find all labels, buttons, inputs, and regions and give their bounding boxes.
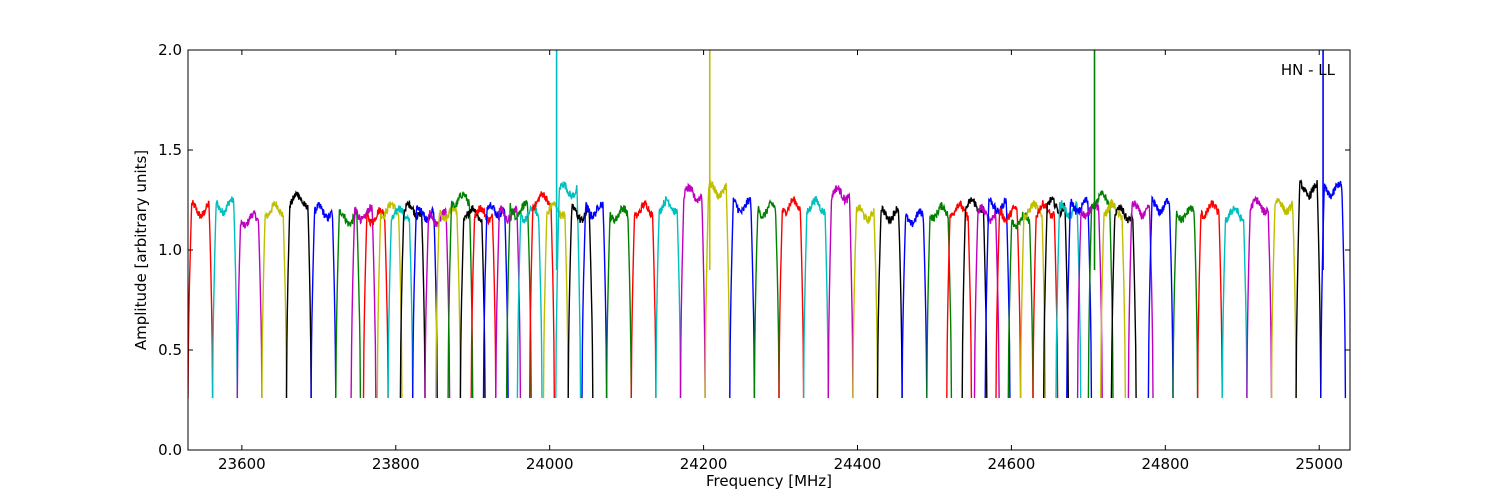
x-tick-label: 23800 [372,455,420,473]
channel-trace [1320,180,1347,399]
channel-trace [495,205,522,399]
channel-trace [1127,200,1154,399]
y-tick-label: 1.0 [158,241,182,259]
channel-trace [542,201,569,399]
channel-trace [729,197,756,399]
channel-trace [1196,200,1224,399]
channel-trace [236,210,263,399]
channel-trace [973,203,1000,399]
y-tick-label: 2.0 [158,41,182,59]
channel-trace [1019,200,1047,399]
channel-trace [376,200,403,399]
channel-trace [926,202,953,399]
channel-trace [802,196,829,399]
channel-trace [1246,195,1273,399]
channel-trace [310,201,337,399]
channel-trace [1172,205,1199,399]
y-tick-label: 0.0 [158,441,182,459]
channel-trace [470,204,497,399]
channel-trace [1042,196,1070,399]
channel-trace [447,191,474,399]
channel-trace [605,204,632,399]
y-tick-label: 0.5 [158,341,182,359]
channel-trace [412,205,438,399]
channel-trace [285,190,312,399]
channel-trace [995,204,1022,399]
channel-trace [1066,196,1093,399]
channel-trace [876,205,903,399]
channel-trace [1221,205,1248,399]
channel-trace [555,181,582,399]
x-tick-label: 24000 [526,455,574,473]
x-tick-label: 24400 [834,455,882,473]
channel-trace [188,200,214,399]
series-layer [188,50,1347,399]
channel-trace [211,196,238,399]
channel-trace [1032,200,1059,399]
tick-layer: 23600 23800 24000 24200 24400 24600 24800 25000… [158,41,1350,473]
channel-trace [1055,200,1082,399]
channel-trace [852,204,879,399]
x-tick-label: 25000 [1295,455,1343,473]
y-tick-label: 1.5 [158,141,182,159]
y-axis-label: Amplitude [arbitrary units] [132,150,150,350]
x-tick-label: 24600 [988,455,1036,473]
channel-trace [1270,198,1297,399]
channel-trace [1295,179,1322,399]
x-tick-label: 23600 [218,455,266,473]
channel-trace [946,200,973,399]
channel-trace [778,196,805,399]
channel-trace [350,204,377,399]
channel-trace [505,199,532,399]
channel-trace [1147,195,1174,399]
channel-trace [581,201,608,399]
channel-trace [901,208,928,399]
channel-trace [459,205,486,399]
channel-trace [335,208,362,399]
x-axis-label: Frequency [MHz] [706,472,832,490]
channel-trace [261,201,288,399]
channel-trace [655,195,682,399]
channel-trace [435,205,462,399]
channel-trace [984,196,1011,399]
x-tick-label: 24800 [1141,455,1189,473]
channel-trace [516,202,543,399]
channel-trace [630,199,657,399]
channel-trace [387,205,414,399]
annotation-label: HN - LL [1281,61,1336,79]
x-tick-label: 24200 [680,455,728,473]
channel-trace [1076,201,1103,399]
channel-trace [679,182,706,399]
channel-trace [1099,198,1127,399]
channel-trace [753,198,780,399]
channel-trace [827,185,854,399]
channel-trace [704,180,731,399]
channel-trace [482,202,509,399]
channel-trace [1007,211,1034,399]
channel-trace [424,207,451,399]
